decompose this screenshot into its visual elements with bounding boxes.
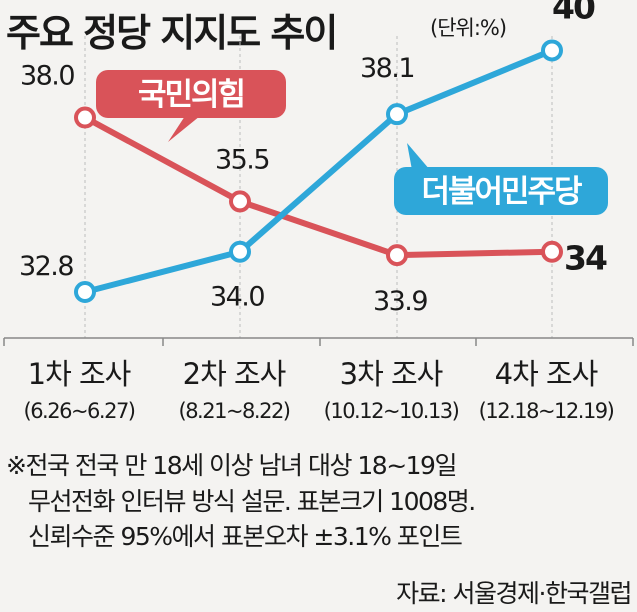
x-category-label: 2차 조사 [183,357,286,391]
x-category-date: (6.26~6.27) [24,399,135,423]
source-credit: 자료: 서울경제·한국갤럽 [396,579,632,608]
callout-box [394,167,608,215]
data-point [541,240,563,263]
data-point [74,106,96,129]
footnote-line-1: ※전국 전국 만 18세 이상 남녀 대상 18~19일 [6,451,457,480]
line-chart: 1차 조사 (6.26~6.27) 2차 조사 (8.21~8.22) 3차 조사 (10… [3,0,634,423]
data-label: 35.5 [215,144,269,175]
chart-title: 주요 정당 지지도 추이 [6,11,338,55]
legend-dpk: 더불어민주당 [394,143,608,215]
data-label: 38.0 [20,61,74,92]
x-category-date: (10.12~10.13) [324,399,459,423]
data-point [541,39,563,62]
unit-label: (단위:%) [430,16,507,40]
series-line-2 [82,47,555,295]
data-label: 34 [564,239,607,278]
x-category-label: 4차 조사 [495,357,598,391]
callout-box [96,70,286,118]
data-label: 38.1 [360,53,414,84]
x-category-date: (8.21~8.22) [179,399,290,423]
footnote-line-3: 신뢰수준 95%에서 표본오차 ±3.1% 포인트 [28,522,463,551]
legend-ppp: 국민의힘 [96,70,286,142]
data-point [229,240,251,263]
data-label: 32.8 [19,251,73,282]
data-point [386,244,408,267]
series-line-1 [82,114,555,259]
data-label: 40 [552,0,595,26]
callout-pointer [168,116,200,142]
data-point [229,190,251,213]
data-label: 33.9 [373,286,427,317]
series-name-label: 더불어민주당 [421,174,582,210]
data-label: 34.0 [210,282,264,313]
data-point [386,103,408,126]
series-name-label: 국민의힘 [138,77,244,113]
footnote-line-2: 무선전화 인터뷰 방식 설문. 표본크기 1008명. [28,487,476,516]
x-category-date: (12.18~12.19) [479,399,614,423]
data-point [74,281,96,303]
x-category-label: 1차 조사 [28,357,131,391]
callout-pointer [407,143,430,170]
x-category-label: 3차 조사 [340,357,443,391]
